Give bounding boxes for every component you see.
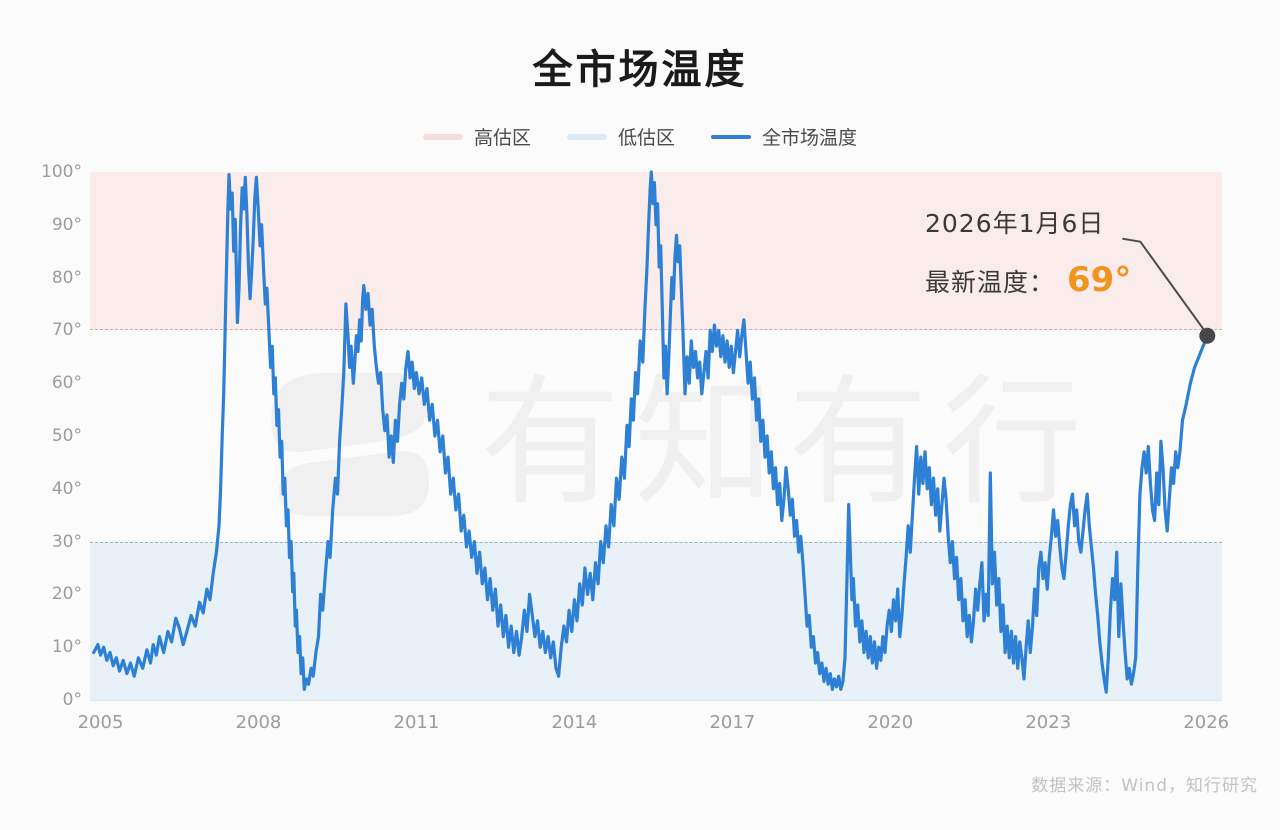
x-axis-tick-label: 2020 xyxy=(867,712,914,733)
legend-item-0[interactable]: 高估区 xyxy=(422,123,531,150)
latest-point-marker xyxy=(1199,327,1216,344)
legend-label: 高估区 xyxy=(473,127,531,149)
x-axis-tick-label: 2014 xyxy=(551,712,598,733)
y-axis-tick-label: 30° xyxy=(51,531,82,552)
chart-legend: 高估区 低估区 全市场温度 xyxy=(0,123,1280,150)
chart-plot-area: 有知有行 xyxy=(90,170,1222,701)
annotation-label: 最新温度： xyxy=(925,268,1056,297)
legend-label: 全市场温度 xyxy=(762,127,858,149)
y-axis-tick-label: 60° xyxy=(51,373,82,394)
x-axis-tick-label: 2011 xyxy=(393,712,440,733)
y-axis-tick-label: 0° xyxy=(62,690,82,710)
annotation-date: 2026年1月6日 xyxy=(925,209,1105,238)
annotation-temperature: 最新温度： 69° xyxy=(925,260,1131,300)
y-axis-tick-label: 40° xyxy=(51,478,82,499)
y-axis-tick-label: 10° xyxy=(51,637,82,658)
y-axis-tick-label: 80° xyxy=(51,267,82,288)
x-axis-tick-label: 2023 xyxy=(1025,712,1072,733)
y-axis-tick-label: 50° xyxy=(51,426,82,446)
temperature-line-chart xyxy=(92,170,1216,694)
y-axis-tick-label: 100° xyxy=(41,162,82,182)
legend-swatch-icon xyxy=(566,133,607,140)
x-axis-tick-label: 2008 xyxy=(235,712,282,733)
y-axis-tick-label: 90° xyxy=(51,214,82,235)
x-axis-tick-label: 2026 xyxy=(1183,712,1230,733)
legend-item-2[interactable]: 全市场温度 xyxy=(711,123,857,150)
annotation-callout-line xyxy=(1122,237,1207,333)
x-axis-tick-label: 2005 xyxy=(77,712,124,733)
legend-swatch-icon xyxy=(711,134,751,139)
page-title: 全市场温度 xyxy=(532,47,748,93)
legend-item-1[interactable]: 低估区 xyxy=(566,123,675,150)
temperature-line xyxy=(92,170,1209,694)
y-axis-tick-label: 20° xyxy=(51,584,82,605)
x-axis-tick-label: 2017 xyxy=(709,712,756,733)
legend-label: 低估区 xyxy=(617,127,675,149)
annotation-value: 69° xyxy=(1067,260,1132,300)
y-axis-tick-label: 70° xyxy=(51,320,82,341)
data-source-note: 数据来源：Wind，知行研究 xyxy=(1031,776,1258,796)
legend-swatch-icon xyxy=(422,133,463,140)
